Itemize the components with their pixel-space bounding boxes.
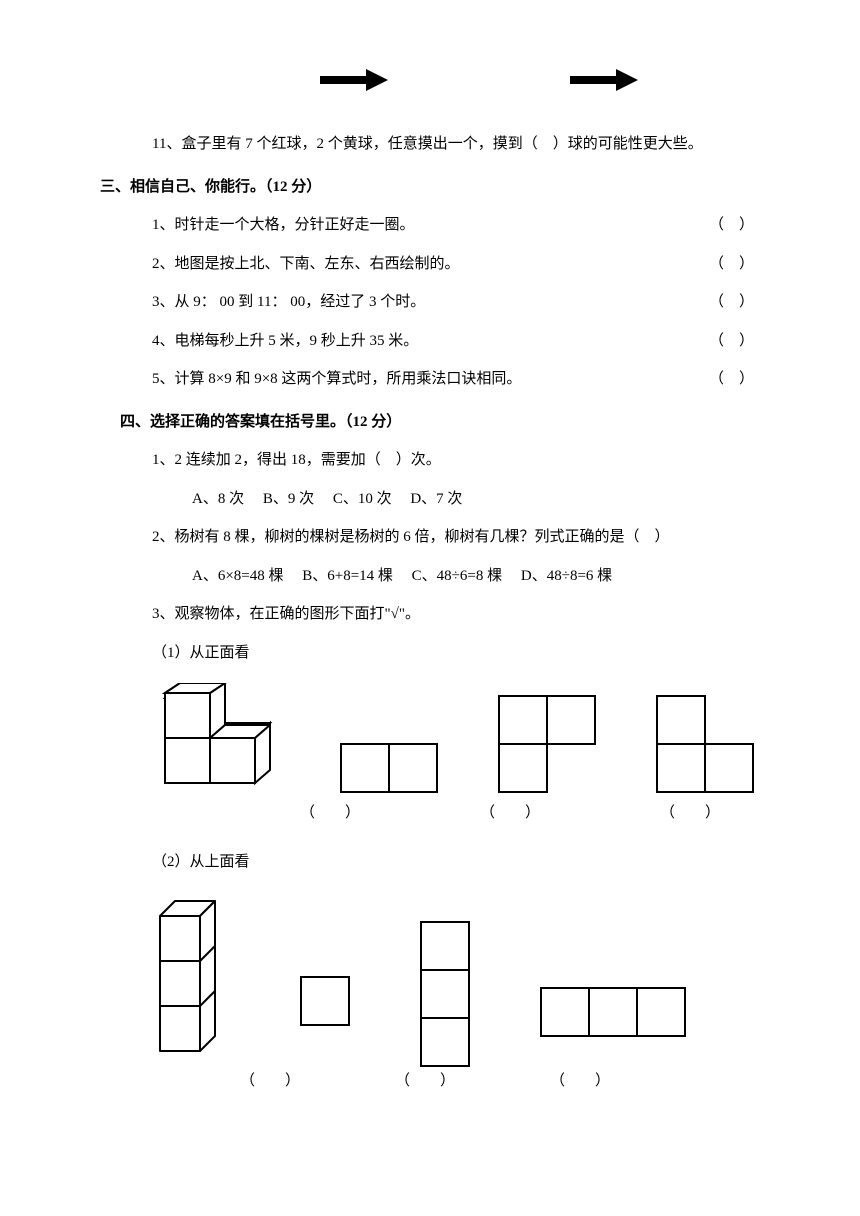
s3-item-text: 2、地图是按上北、下南、左东、右西绘制的。 [152, 250, 709, 279]
answer-blank[interactable]: （ ） [709, 250, 760, 279]
section-4-title: 四、选择正确的答案填在括号里。（12 分） [100, 408, 760, 437]
s3-item-1: 1、时针走一个大格，分针正好走一圈。 （ ） [100, 211, 760, 240]
answer-blank[interactable]: （ ） [709, 365, 760, 394]
s3-item-text: 4、电梯每秒上升 5 米，9 秒上升 35 米。 [152, 327, 709, 356]
answer-blank[interactable]: （ ） [300, 799, 360, 828]
shape-l1-icon [498, 695, 596, 793]
answer-blank[interactable]: （ ） [240, 1067, 300, 1096]
s3-item-text: 1、时针走一个大格，分针正好走一圈。 [152, 211, 709, 240]
arrow-right-icon [320, 70, 390, 90]
paren-row-2: （ ） （ ） （ ） [100, 1067, 760, 1096]
shape-1x1-icon [300, 976, 350, 1037]
cube-3d-l-icon [150, 683, 280, 793]
answer-blank[interactable]: （ ） [480, 799, 540, 828]
s4-q2-options: A、6×8=48 棵 B、6+8=14 棵 C、48÷6=8 棵 D、48÷8=… [100, 562, 760, 591]
question-11: 11、盒子里有 7 个红球，2 个黄球，任意摸出一个，摸到（ ）球的可能性更大些… [100, 130, 760, 159]
s4-q3-1: （1）从正面看 [100, 639, 760, 668]
answer-blank[interactable]: （ ） [395, 1067, 455, 1096]
s4-q3: 3、观察物体，在正确的图形下面打"√"。 [100, 600, 760, 629]
answer-blank[interactable]: （ ） [709, 288, 760, 317]
shape-3h-icon [540, 987, 686, 1037]
s3-item-text: 3、从 9： 00 到 11： 00，经过了 3 个时。 [152, 288, 709, 317]
answer-blank[interactable]: （ ） [550, 1067, 610, 1096]
s4-q3-2: （2）从上面看 [100, 848, 760, 877]
s4-q1: 1、2 连续加 2，得出 18，需要加（ ）次。 [100, 446, 760, 475]
arrow-row [100, 70, 760, 90]
cube-3d-stack-icon [150, 896, 230, 1067]
arrow-right-icon [570, 70, 640, 90]
s3-item-text: 5、计算 8×9 和 9×8 这两个算式时，所用乘法口诀相同。 [152, 365, 709, 394]
shapes-row-front [100, 683, 760, 793]
answer-blank[interactable]: （ ） [709, 211, 760, 240]
answer-blank[interactable]: （ ） [660, 799, 720, 828]
shape-3v-icon [420, 921, 470, 1067]
shapes-row-top [100, 896, 760, 1067]
s3-item-3: 3、从 9： 00 到 11： 00，经过了 3 个时。 （ ） [100, 288, 760, 317]
s4-q2: 2、杨树有 8 棵，柳树的棵树是杨树的 6 倍，柳树有几棵？列式正确的是（ ） [100, 523, 760, 552]
section-3-title: 三、相信自己、你能行。（12 分） [100, 173, 760, 202]
answer-blank[interactable]: （ ） [709, 327, 760, 356]
paren-row-1: （ ） （ ） （ ） [100, 799, 760, 828]
shape-l2-icon [656, 695, 754, 793]
s4-q1-options: A、8 次 B、9 次 C、10 次 D、7 次 [100, 485, 760, 514]
shape-2x1-icon [340, 743, 438, 793]
s3-item-2: 2、地图是按上北、下南、左东、右西绘制的。 （ ） [100, 250, 760, 279]
s3-item-5: 5、计算 8×9 和 9×8 这两个算式时，所用乘法口诀相同。 （ ） [100, 365, 760, 394]
s3-item-4: 4、电梯每秒上升 5 米，9 秒上升 35 米。 （ ） [100, 327, 760, 356]
